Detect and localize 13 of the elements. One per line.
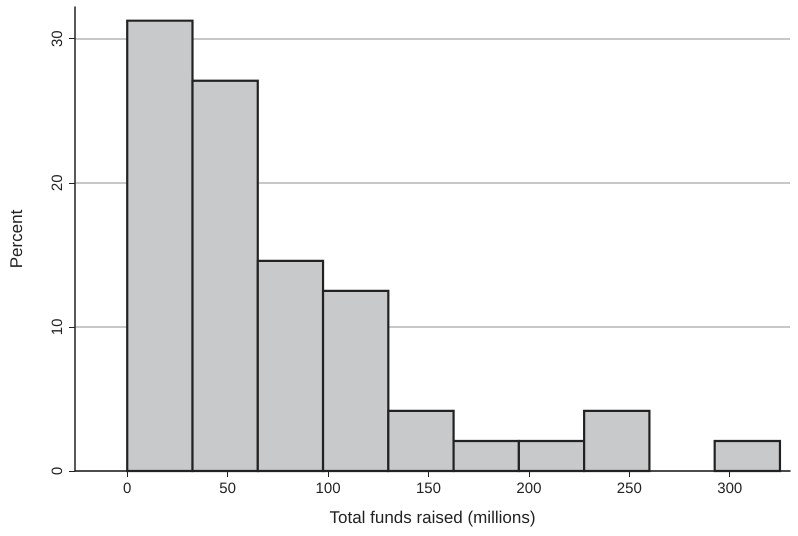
x-tick-label: 0 (123, 480, 132, 497)
x-tick-label: 50 (219, 480, 236, 497)
y-tick-label: 30 (49, 30, 66, 48)
x-tick-label: 150 (416, 480, 441, 497)
y-tick-label: 10 (49, 318, 66, 336)
x-axis-title: Total funds raised (millions) (330, 508, 536, 527)
x-tick-label: 200 (516, 480, 542, 497)
x-tick-label: 250 (616, 480, 642, 497)
x-tick-label: 300 (717, 480, 742, 497)
y-tick-label: 0 (49, 466, 66, 476)
x-tick-label: 100 (316, 480, 341, 497)
y-tick-label: 20 (49, 174, 66, 192)
y-axis-title: Percent (7, 209, 26, 268)
